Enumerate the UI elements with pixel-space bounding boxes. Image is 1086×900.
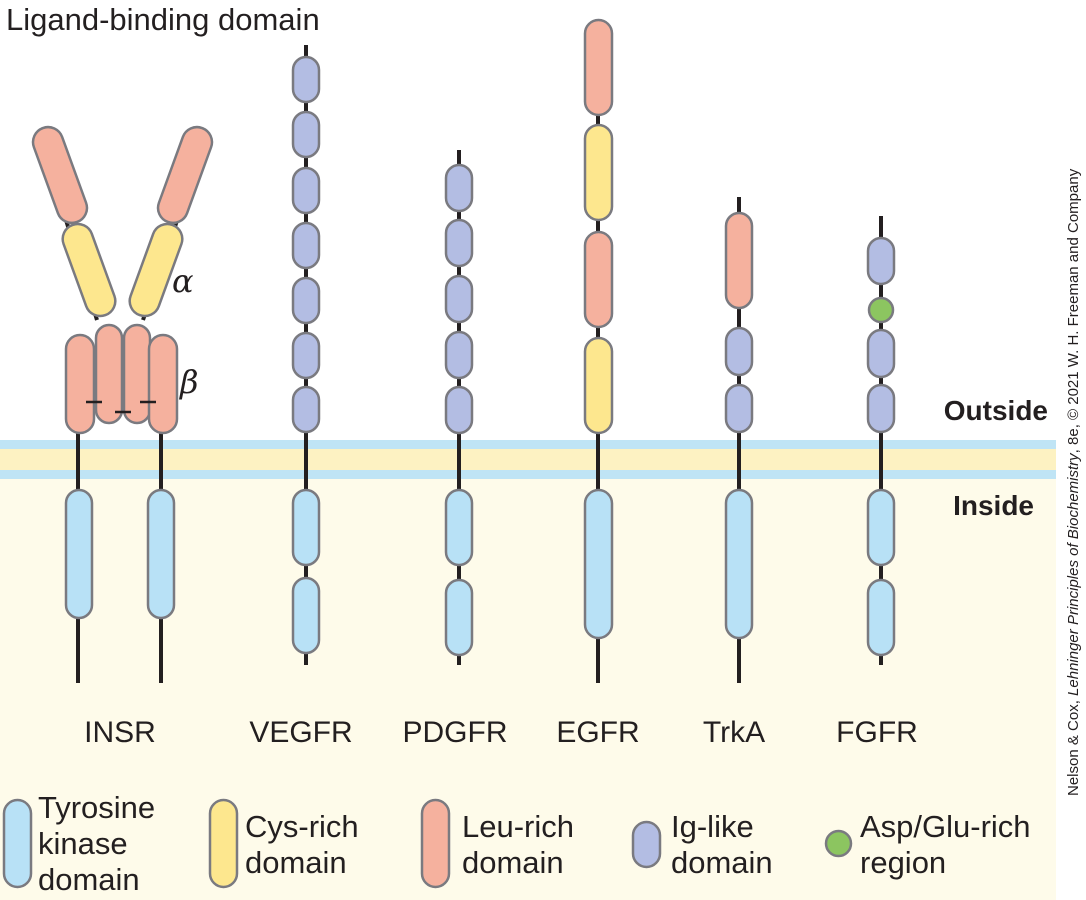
insr-beta-leu-rich-3	[122, 323, 152, 425]
fgfr-asp-glu-rich-region	[867, 296, 895, 324]
credit-prefix: Nelson & Cox,	[1065, 696, 1082, 796]
egfr-receptor	[583, 18, 614, 640]
beta-label: β	[179, 363, 199, 401]
insr-receptor	[31, 125, 214, 620]
insr-beta-leu-rich-4	[147, 333, 179, 435]
trka-ig-like-domain-1	[724, 326, 754, 377]
fgfr-receptor	[866, 236, 896, 657]
pdgfr-kinase-domain-1	[444, 488, 474, 567]
fgfr-kinase-domain-2	[866, 578, 896, 657]
egfr-kinase-domain	[583, 488, 614, 640]
trka-leu-rich-domain	[724, 211, 754, 310]
pdgfr-ig-like-domain-3	[444, 274, 474, 324]
insr-leu-rich-domain-right	[156, 125, 214, 225]
receptor-labels: INSR VEGFR PDGFR EGFR TrkA FGFR	[84, 716, 918, 749]
legend-label-leu-rich-line1: Leu-rich	[462, 809, 574, 844]
legend-item-asp-glu-rich: Asp/Glu-rich region	[824, 809, 1031, 880]
credit-book: Lehninger Principles of Biochemistry	[1065, 452, 1082, 696]
legend-swatch-ig-like	[631, 820, 662, 869]
membrane-outer-leaflet	[0, 440, 1056, 449]
legend-swatch-leu-rich	[420, 798, 451, 889]
vegfr-kinase-domain-2	[291, 576, 321, 655]
legend-label-tyrosine-kinase-line3: domain	[38, 862, 140, 897]
legend-label-asp-glu-rich-line1: Asp/Glu-rich	[860, 809, 1031, 844]
legend-item-ig-like: Ig-like domain	[631, 809, 773, 880]
outside-label: Outside	[944, 395, 1048, 426]
pdgfr-ig-like-domain-2	[444, 218, 474, 268]
legend-label-leu-rich-line2: domain	[462, 845, 564, 880]
legend-label-cys-rich-line1: Cys-rich	[245, 809, 359, 844]
copyright-credit: Nelson & Cox, Lehninger Principles of Bi…	[1065, 168, 1082, 796]
insr-kinase-domain-right	[146, 488, 176, 620]
insr-leu-rich-domain-left	[31, 125, 89, 225]
pdgfr-kinase-domain-2	[444, 578, 474, 657]
insr-kinase-domain-left	[64, 488, 94, 620]
legend-item-leu-rich: Leu-rich domain	[420, 798, 574, 889]
legend-item-cys-rich: Cys-rich domain	[208, 798, 359, 889]
membrane-core	[0, 447, 1056, 474]
legend-label-asp-glu-rich-line2: region	[860, 845, 946, 880]
alpha-label: α	[172, 262, 194, 300]
vegfr-ig-like-domain-6	[291, 331, 321, 380]
vegfr-kinase-domain-1	[291, 488, 321, 567]
legend-item-tyrosine-kinase: Tyrosine kinase domain	[2, 790, 155, 897]
vegfr-ig-like-domain-3	[291, 166, 321, 215]
egfr-leu-rich-domain-2	[583, 230, 614, 329]
trka-receptor	[724, 211, 754, 640]
legend-swatch-cys-rich	[208, 798, 239, 889]
egfr-cys-rich-domain-1	[583, 123, 614, 222]
fgfr-kinase-domain-1	[866, 488, 896, 567]
fgfr-ig-like-domain-3	[866, 383, 896, 434]
legend: Tyrosine kinase domain Cys-rich domain L…	[2, 790, 1031, 897]
trka-ig-like-domain-2	[724, 383, 754, 434]
legend-label-tyrosine-kinase-line1: Tyrosine	[38, 790, 155, 825]
vegfr-receptor	[291, 55, 321, 655]
egfr-leu-rich-domain-1	[583, 18, 614, 117]
membrane-inner-leaflet	[0, 470, 1056, 479]
legend-swatch-asp-glu-rich	[824, 829, 853, 858]
egfr-cys-rich-domain-2	[583, 336, 614, 435]
vegfr-ig-like-domain-4	[291, 221, 321, 270]
legend-swatch-tyrosine-kinase	[2, 798, 33, 889]
inside-label: Inside	[953, 490, 1034, 521]
vegfr-ig-like-domain-2	[291, 110, 321, 159]
insr-cys-rich-domain-left	[61, 222, 117, 318]
legend-label-tyrosine-kinase-line2: kinase	[38, 826, 128, 861]
pdgfr-receptor	[444, 163, 474, 657]
insr-cys-rich-domain-right	[128, 222, 184, 318]
legend-label-ig-like-line2: domain	[671, 845, 773, 880]
receptor-label-vegfr: VEGFR	[249, 716, 352, 749]
diagram-title: Ligand-binding domain	[6, 2, 320, 37]
insr-beta-leu-rich-1	[64, 333, 96, 435]
fgfr-ig-like-domain-1	[866, 236, 896, 286]
receptor-label-insr: INSR	[84, 716, 156, 749]
credit-suffix: , 8e, © 2021 W. H. Freeman and Company	[1065, 168, 1082, 453]
vegfr-ig-like-domain-7	[291, 385, 321, 434]
pdgfr-ig-like-domain-4	[444, 330, 474, 380]
receptor-label-pdgfr: PDGFR	[403, 716, 508, 749]
fgfr-ig-like-domain-2	[866, 328, 896, 379]
legend-label-cys-rich-line2: domain	[245, 845, 347, 880]
receptor-label-trka: TrkA	[703, 716, 765, 749]
insr-beta-leu-rich-2	[94, 323, 124, 425]
pdgfr-ig-like-domain-5	[444, 385, 474, 435]
receptor-label-egfr: EGFR	[556, 716, 639, 749]
legend-label-ig-like-line1: Ig-like	[671, 809, 754, 844]
vegfr-ig-like-domain-1	[291, 55, 321, 104]
insr-disulfide-bonds	[86, 400, 156, 414]
vegfr-ig-like-domain-5	[291, 276, 321, 325]
trka-kinase-domain	[724, 488, 754, 640]
pdgfr-ig-like-domain-1	[444, 163, 474, 213]
receptor-label-fgfr: FGFR	[836, 716, 918, 749]
